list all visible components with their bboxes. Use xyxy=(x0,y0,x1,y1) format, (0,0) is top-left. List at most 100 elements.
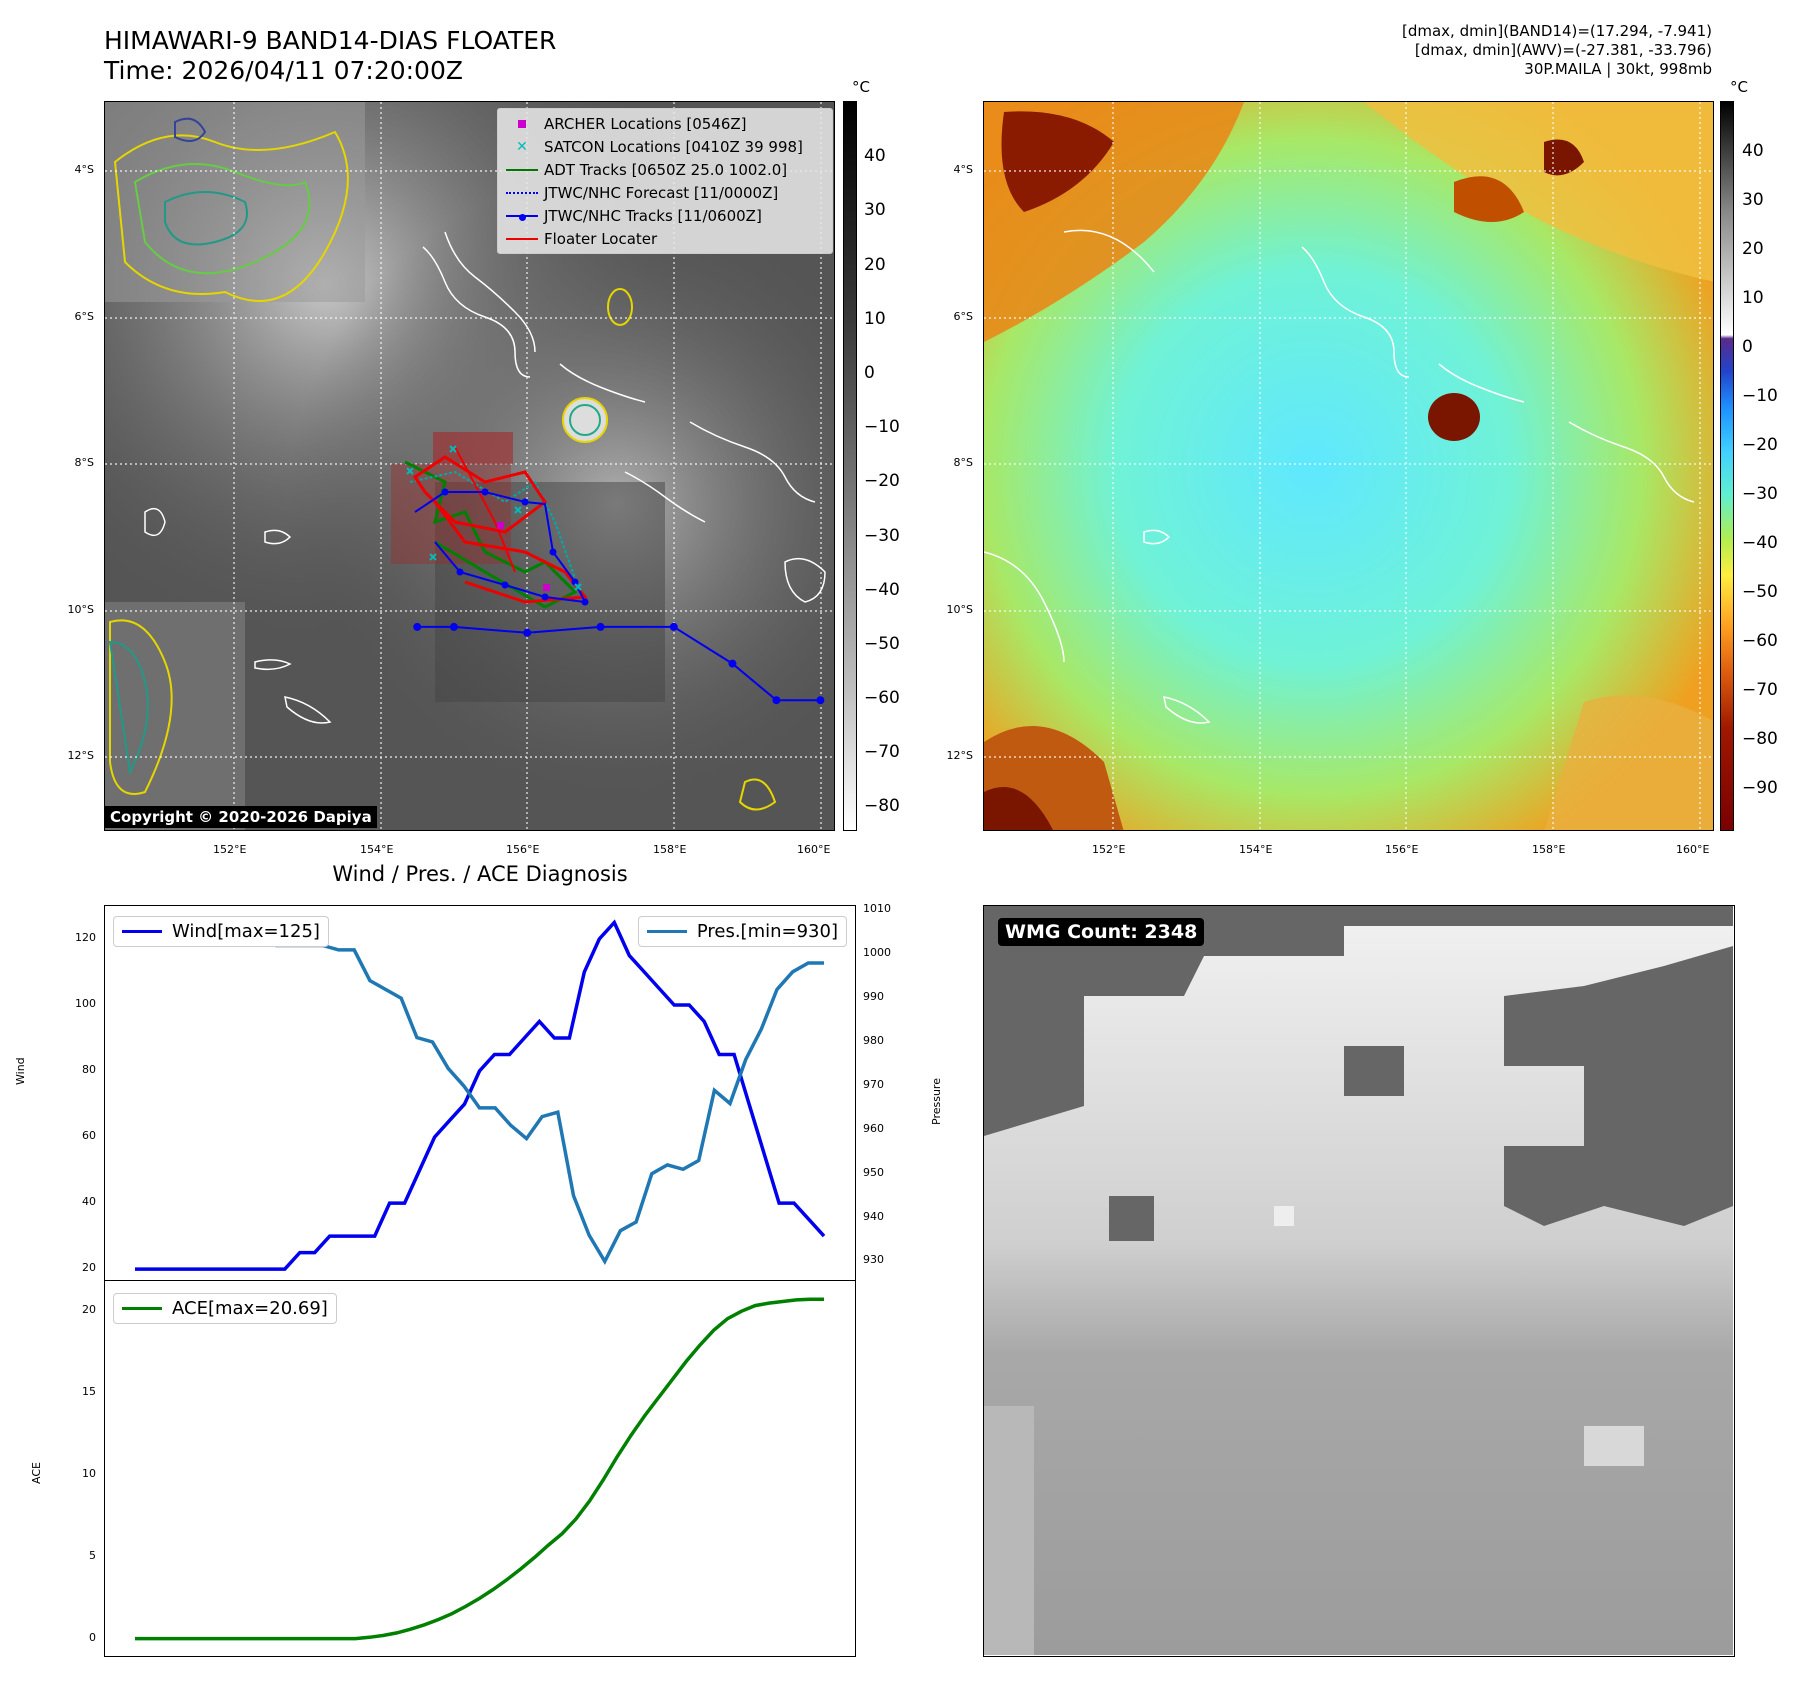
cb-tick: 30 xyxy=(864,200,886,220)
solid-line-icon xyxy=(122,1307,162,1310)
left-colorbar xyxy=(843,101,857,831)
line-with-dots-icon xyxy=(500,213,544,221)
axis-tick-label: 940 xyxy=(863,1209,884,1223)
axis-tick-label: 20 xyxy=(82,1302,96,1316)
lon-label: 156°E xyxy=(506,843,540,856)
cb-tick: −30 xyxy=(864,526,900,546)
cb-tick: −80 xyxy=(1742,729,1778,749)
axis-tick-label: 5 xyxy=(89,1548,96,1562)
dotted-line-icon xyxy=(500,191,544,194)
meta-line-3: 30P.MAILA | 30kt, 998mb xyxy=(1524,60,1712,78)
awv-map-panel[interactable] xyxy=(983,101,1714,831)
pres-axis-label: Pressure xyxy=(930,1078,943,1125)
legend-jtwc-forecast: JTWC/NHC Forecast [11/0000Z] xyxy=(500,181,830,204)
ace-series-line xyxy=(135,1297,824,1641)
axis-tick-label: 100 xyxy=(75,997,96,1011)
cb-tick: −70 xyxy=(864,742,900,762)
axis-tick-label: 930 xyxy=(863,1253,884,1267)
cb-tick: −50 xyxy=(864,634,900,654)
legend-archer: ARCHER Locations [0546Z] xyxy=(500,112,830,135)
cb-tick: −20 xyxy=(1742,435,1778,455)
wind-series-line xyxy=(135,919,826,1271)
cb-tick: 0 xyxy=(864,363,875,383)
jtwc-track-points xyxy=(413,622,825,705)
legend-adt: ADT Tracks [0650Z 25.0 1002.0] xyxy=(500,158,830,181)
awv-map-gridlines xyxy=(984,102,1713,830)
cb-tick: 20 xyxy=(864,255,886,275)
legend-jtwc-tracks: JTWC/NHC Tracks [11/0600Z] xyxy=(500,204,830,227)
left-colorbar-unit: °C xyxy=(852,78,870,96)
floater-box xyxy=(433,432,513,464)
lat-label: 6°S xyxy=(74,310,94,323)
axis-tick-label: 20 xyxy=(82,1261,96,1275)
map-legend: ARCHER Locations [0546Z] ✕ SATCON Locati… xyxy=(497,108,833,254)
lon-label: 156°E xyxy=(1385,843,1419,856)
lon-label: 152°E xyxy=(1092,843,1126,856)
pressure-series-line xyxy=(135,921,824,1266)
axis-tick-label: 40 xyxy=(82,1195,96,1209)
cb-tick: 10 xyxy=(864,309,886,329)
title-line-2: Time: 2026/04/11 07:20:00Z xyxy=(104,56,463,85)
meta-line-1: [dmax, dmin](BAND14)=(17.294, -7.941) xyxy=(1401,22,1712,40)
pres-legend: Pres.[min=930] xyxy=(637,916,847,947)
wind-axis-label: Wind xyxy=(14,1057,27,1085)
x-marker-icon: ✕ xyxy=(516,138,528,155)
copyright-label: Copyright © 2020-2026 Dapiya xyxy=(105,806,377,828)
page-title: HIMAWARI-9 BAND14-DIAS FLOATER Time: 202… xyxy=(104,26,556,86)
axis-tick-label: 1010 xyxy=(863,902,891,916)
cb-tick: −80 xyxy=(864,796,900,816)
ir-map-panel[interactable]: ARCHER Locations [0546Z] ✕ SATCON Locati… xyxy=(104,101,835,831)
cb-tick: −90 xyxy=(1742,778,1778,798)
cb-tick: 30 xyxy=(1742,190,1764,210)
axis-tick-label: 1000 xyxy=(863,946,891,960)
lon-label: 160°E xyxy=(1676,843,1710,856)
solid-line-icon xyxy=(122,930,162,933)
cb-tick: −10 xyxy=(1742,386,1778,406)
cb-tick: 10 xyxy=(1742,288,1764,308)
axis-tick-label: 990 xyxy=(863,990,884,1004)
cb-tick: −50 xyxy=(1742,582,1778,602)
lon-label: 154°E xyxy=(1239,843,1273,856)
wind-pres-plot xyxy=(135,919,826,1271)
axis-tick-label: 60 xyxy=(82,1129,96,1143)
right-colorbar xyxy=(1720,101,1734,831)
lon-label: 158°E xyxy=(653,843,687,856)
wmg-panel[interactable]: WMG Count: 2348 xyxy=(983,905,1735,1657)
solid-line-icon xyxy=(500,237,544,240)
wmg-count-label: WMG Count: 2348 xyxy=(998,918,1205,946)
cb-tick: −10 xyxy=(864,417,900,437)
lat-label: 10°S xyxy=(67,603,94,616)
axis-tick-label: 10 xyxy=(82,1466,96,1480)
axis-tick-label: 960 xyxy=(863,1121,884,1135)
lat-label: 6°S xyxy=(953,310,973,323)
jtwc-track-point xyxy=(772,696,781,705)
lat-label: 4°S xyxy=(953,163,973,176)
cb-tick: −60 xyxy=(864,688,900,708)
cb-tick: −20 xyxy=(864,471,900,491)
cb-tick: 40 xyxy=(864,146,886,166)
ace-legend: ACE[max=20.69] xyxy=(113,1293,337,1324)
lon-label: 158°E xyxy=(1532,843,1566,856)
storm-meta: [dmax, dmin](BAND14)=(17.294, -7.941) [d… xyxy=(1402,22,1712,79)
square-marker-icon xyxy=(500,119,544,128)
solid-line-icon xyxy=(500,168,544,171)
wmg-image xyxy=(984,906,1733,1655)
cb-tick: −30 xyxy=(1742,484,1778,504)
cb-tick: −40 xyxy=(864,580,900,600)
lon-label: 160°E xyxy=(797,843,831,856)
cb-tick: −60 xyxy=(1742,631,1778,651)
lat-label: 4°S xyxy=(74,163,94,176)
axis-tick-label: 120 xyxy=(75,931,96,944)
ace-chart: ACE[max=20.69] xyxy=(104,1280,856,1657)
right-colorbar-unit: °C xyxy=(1730,78,1748,96)
axis-tick-label: 15 xyxy=(82,1384,96,1398)
jtwc-track-point xyxy=(596,622,605,631)
jtwc-track-line xyxy=(417,625,821,702)
solid-line-icon xyxy=(646,930,687,933)
awv-map-svg xyxy=(984,102,1713,830)
diagnosis-title: Wind / Pres. / ACE Diagnosis xyxy=(332,862,628,886)
lat-label: 12°S xyxy=(946,749,973,762)
cb-tick: 0 xyxy=(1742,337,1753,357)
legend-floater: Floater Locater xyxy=(500,227,830,250)
axis-tick-label: 980 xyxy=(863,1034,884,1048)
